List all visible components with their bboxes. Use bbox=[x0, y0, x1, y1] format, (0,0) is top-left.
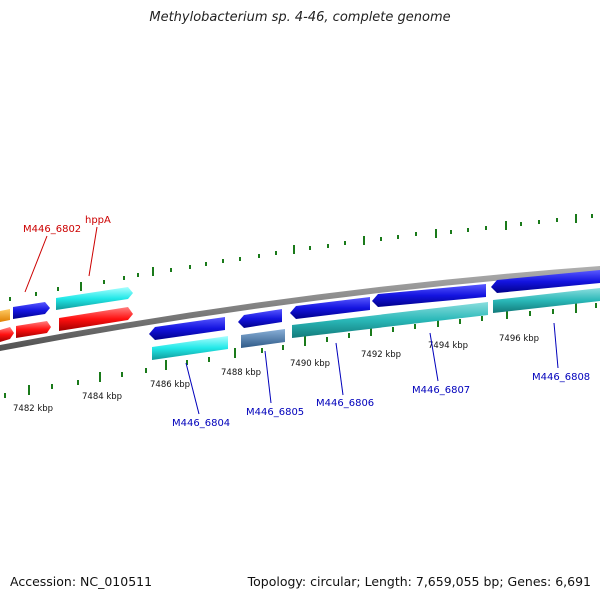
leader-line bbox=[553, 322, 559, 369]
gene-label-M446_6807: M446_6807 bbox=[412, 385, 470, 396]
leader-line bbox=[335, 342, 344, 396]
leader-line bbox=[429, 332, 439, 382]
genome-summary-text: Topology: circular; Length: 7,659,055 bp… bbox=[247, 574, 591, 589]
tick-label: 7492 kbp bbox=[361, 350, 401, 360]
genome-title: Methylobacterium sp. 4-46, complete geno… bbox=[149, 10, 451, 25]
inner-tick-track bbox=[4, 303, 597, 398]
tick-label: 7494 kbp bbox=[428, 341, 468, 351]
gene-arrow[interactable] bbox=[152, 336, 228, 360]
tick-label: 7482 kbp bbox=[13, 404, 53, 414]
tick-label: 7496 kbp bbox=[499, 334, 539, 344]
leader-line bbox=[185, 362, 200, 415]
genome-backbone bbox=[0, 266, 600, 351]
gene-arrow[interactable] bbox=[491, 270, 600, 293]
tick-label: 7484 kbp bbox=[82, 392, 122, 402]
gene-arrow[interactable] bbox=[149, 317, 225, 340]
leader-line bbox=[24, 235, 48, 293]
gene-label-M446_6805: M446_6805 bbox=[246, 407, 304, 418]
leader-line bbox=[264, 350, 272, 404]
tick-label: 7486 kbp bbox=[150, 380, 190, 390]
gene-arrow[interactable] bbox=[290, 297, 370, 319]
gene-label-M446_6802: M446_6802 bbox=[23, 224, 81, 235]
outer-tick-track bbox=[9, 214, 593, 301]
gene-arrow[interactable] bbox=[292, 302, 488, 338]
gene-arrow[interactable] bbox=[241, 329, 285, 348]
gene-label-M446_6806: M446_6806 bbox=[316, 398, 374, 409]
gene-arrow[interactable] bbox=[16, 321, 51, 338]
tick-label: 7488 kbp bbox=[221, 368, 261, 378]
gene-arrow[interactable] bbox=[0, 327, 14, 342]
accession-text: Accession: NC_010511 bbox=[10, 574, 153, 589]
gene-arrow[interactable] bbox=[493, 288, 600, 313]
gene-arrow[interactable] bbox=[13, 302, 50, 319]
gene-arrow[interactable] bbox=[372, 284, 486, 307]
tick-label: 7490 kbp bbox=[290, 359, 330, 369]
gene-label-M446_6808: M446_6808 bbox=[532, 372, 590, 383]
gene-label-hppA: hppA bbox=[85, 215, 111, 226]
leader-line bbox=[88, 226, 98, 277]
gene-arrow[interactable] bbox=[238, 309, 282, 328]
gene-label-M446_6804: M446_6804 bbox=[172, 418, 230, 429]
gene-arrow[interactable] bbox=[59, 307, 133, 331]
gene-arrow[interactable] bbox=[56, 287, 133, 310]
gene-arrow[interactable] bbox=[0, 309, 10, 322]
